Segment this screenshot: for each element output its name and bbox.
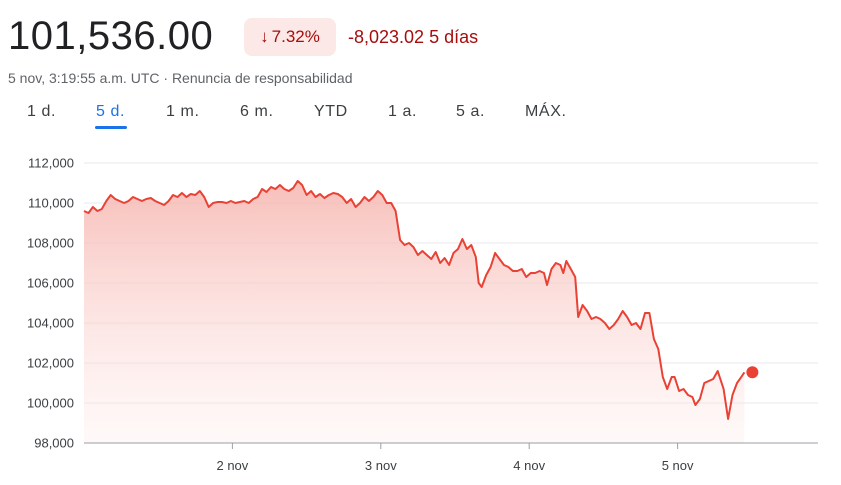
tab-1d[interactable]: 1 d. [27, 103, 57, 120]
x-axis-ticks: 2 nov 3 nov 4 nov 5 nov [216, 443, 694, 473]
y-axis-ticks: 98,000 100,000 102,000 104,000 106,000 108,00… [27, 156, 74, 451]
tab-1y[interactable]: 1 a. [388, 103, 418, 120]
current-price: 101,536.00 [8, 14, 214, 58]
x-tick-label: 3 nov [365, 458, 397, 473]
x-tick-label: 4 nov [513, 458, 545, 473]
price-chart[interactable]: 98,000 100,000 102,000 104,000 106,000 108,00… [0, 140, 841, 485]
tab-1m[interactable]: 1 m. [166, 103, 200, 120]
time-range-tabs: 1 d. 5 d. 1 m. 6 m. YTD 1 a. 5 a. MÁX. [0, 100, 841, 134]
price-meta: 5 nov, 3:19:55 a.m. UTC · Renuncia de re… [8, 70, 353, 86]
y-tick-label: 110,000 [28, 196, 74, 211]
active-tab-indicator [95, 126, 127, 129]
change-summary: -8,023.02 5 días [348, 27, 478, 48]
change-amount: -8,023.02 [348, 27, 425, 47]
current-price-marker[interactable] [746, 366, 759, 379]
y-tick-label: 98,000 [34, 436, 74, 451]
price-line [83, 180, 746, 420]
y-tick-label: 100,000 [27, 396, 74, 411]
y-tick-label: 112,000 [28, 156, 74, 171]
tab-ytd[interactable]: YTD [314, 103, 348, 120]
change-percent-badge: ↓ 7.32% [244, 18, 336, 56]
tab-max[interactable]: MÁX. [525, 103, 567, 120]
y-tick-label: 102,000 [27, 356, 74, 371]
tab-5y[interactable]: 5 a. [456, 103, 486, 120]
meta-separator: · [163, 70, 169, 86]
arrow-down-icon: ↓ [260, 27, 269, 46]
tab-5d[interactable]: 5 d. [96, 103, 126, 120]
price-area [84, 181, 745, 443]
y-tick-label: 108,000 [27, 236, 74, 251]
x-tick-label: 5 nov [662, 458, 694, 473]
tab-6m[interactable]: 6 m. [240, 103, 274, 120]
change-percent: 7.32% [271, 27, 320, 46]
change-period: 5 días [429, 27, 479, 47]
timestamp: 5 nov, 3:19:55 a.m. UTC [8, 70, 160, 86]
disclaimer-link[interactable]: Renuncia de responsabilidad [171, 70, 353, 86]
y-tick-label: 106,000 [27, 276, 74, 291]
y-tick-label: 104,000 [27, 316, 74, 331]
x-tick-label: 2 nov [216, 458, 248, 473]
